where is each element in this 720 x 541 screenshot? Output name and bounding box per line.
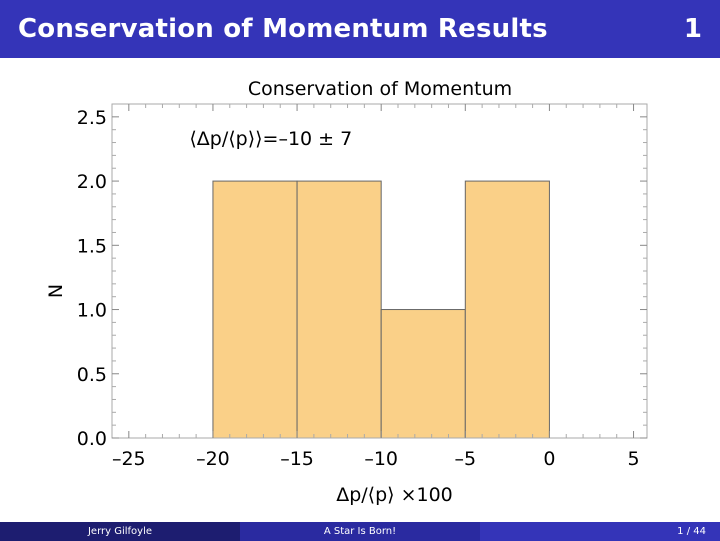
x-tick-label: –10 xyxy=(364,448,398,470)
histogram-bar-3 xyxy=(380,309,466,439)
mean-annotation: ⟨Δp/⟨p⟩⟩=–10 ± 7 xyxy=(189,128,352,150)
slide-number: 1 xyxy=(683,14,702,44)
footer-page: 1 / 44 xyxy=(480,522,720,541)
x-tick-label: –25 xyxy=(112,448,146,470)
histogram-chart: Conservation of Momentum –25 –20 –15 –10 –5 0… xyxy=(0,58,720,518)
histogram-bar-4 xyxy=(464,180,550,439)
x-axis-label: Δp/⟨p⟩ ×100 xyxy=(336,484,453,506)
y-tick-label: 2.0 xyxy=(77,171,107,193)
slide-footer: Jerry Gilfoyle A Star Is Born! 1 / 44 xyxy=(0,522,720,541)
footer-talk-title: A Star Is Born! xyxy=(240,522,480,541)
y-tick-label: 1.0 xyxy=(77,300,107,322)
x-tick-label: 5 xyxy=(627,448,639,470)
y-tick-label: 1.5 xyxy=(77,235,107,257)
y-tick-label: 2.5 xyxy=(77,107,107,129)
slide-header: Conservation of Momentum Results 1 xyxy=(0,0,720,58)
footer-author: Jerry Gilfoyle xyxy=(0,522,240,541)
histogram-bar-1 xyxy=(212,180,298,439)
footer-page-number: 1 / 44 xyxy=(677,526,706,537)
x-tick-label: –15 xyxy=(280,448,314,470)
y-tick-label: 0.0 xyxy=(77,428,107,450)
ticks-group: –25 –20 –15 –10 –5 0 5 0.0 0.5 1.0 1.5 2.0 2.5 xyxy=(77,103,647,470)
chart-svg: Conservation of Momentum –25 –20 –15 –10 –5 0… xyxy=(45,78,648,506)
histogram-bar-2 xyxy=(296,180,382,439)
slide-title: Conservation of Momentum Results xyxy=(18,14,548,44)
x-tick-label: 0 xyxy=(543,448,555,470)
chart-title: Conservation of Momentum xyxy=(248,78,512,100)
y-tick-label: 0.5 xyxy=(77,364,107,386)
bars-group xyxy=(212,180,550,439)
x-tick-label: –20 xyxy=(196,448,230,470)
y-axis-label: N xyxy=(45,284,67,298)
x-tick-label: –5 xyxy=(455,448,477,470)
